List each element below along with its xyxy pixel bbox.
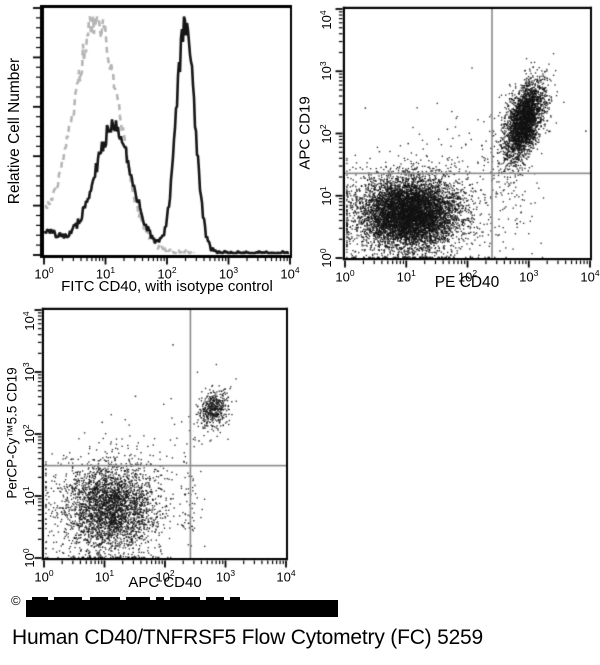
- tick-label: 104: [580, 268, 600, 285]
- tick-label: 101: [396, 268, 416, 285]
- tick-label: 101: [317, 186, 335, 206]
- histogram-x-axis-title: FITC CD40, with isotype control: [61, 278, 273, 295]
- tick-label: 100: [317, 248, 335, 268]
- tick-label: 102: [157, 265, 177, 282]
- tick-label: 101: [20, 486, 38, 506]
- tick-label: 104: [280, 265, 300, 282]
- tick-label: 103: [317, 61, 335, 81]
- tick-label: 104: [20, 311, 38, 331]
- tick-label: 103: [20, 362, 38, 382]
- tick-label: 100: [34, 265, 54, 282]
- redaction-letter-top: [54, 597, 82, 601]
- tick-label: 102: [317, 123, 335, 144]
- tick-label: 100: [34, 568, 54, 585]
- tick-label: 100: [335, 268, 355, 285]
- redaction-letter-top: [126, 597, 150, 601]
- tick-label: 103: [215, 568, 236, 585]
- scatter2-y-axis-title: PerCP-Cy™5.5 CD19: [4, 367, 20, 499]
- redaction-letter-top: [90, 597, 120, 601]
- tick-label: 103: [519, 268, 539, 285]
- scatter1-y-axis-title: APC CD19: [296, 96, 314, 170]
- tick-label: 102: [155, 568, 175, 585]
- tick-label: 101: [94, 568, 115, 585]
- tick-label: 104: [317, 10, 335, 30]
- figure-caption: Human CD40/TNFRSF5 Flow Cytometry (FC) 5…: [12, 626, 484, 649]
- tick-label: 101: [95, 265, 116, 282]
- copyright-symbol: ©: [11, 593, 21, 608]
- tick-label: 103: [218, 265, 239, 282]
- redaction-letter-top: [156, 597, 164, 601]
- scatter2-x-axis-title: APC CD40: [128, 574, 202, 591]
- tick-label: 104: [276, 568, 296, 585]
- redaction-letter-top: [230, 597, 240, 601]
- redaction-bar: [26, 600, 338, 617]
- scatter1-x-axis-title: PE CD40: [434, 274, 500, 291]
- redaction-letter-top: [170, 597, 200, 601]
- tick-label: 102: [457, 268, 478, 285]
- redaction-letter-top: [32, 597, 48, 601]
- redaction-letter-top: [206, 597, 224, 601]
- tick-label: 102: [20, 424, 38, 444]
- tick-label: 100: [20, 548, 38, 568]
- histogram-y-axis-title: Relative Cell Number: [6, 57, 23, 205]
